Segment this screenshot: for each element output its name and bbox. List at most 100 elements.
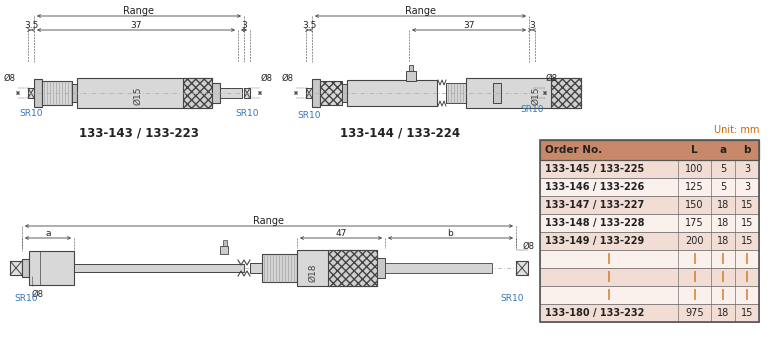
Bar xyxy=(223,240,227,246)
Text: SR10: SR10 xyxy=(236,108,259,118)
Text: Range: Range xyxy=(123,6,154,16)
Text: 133-144 / 133-224: 133-144 / 133-224 xyxy=(340,126,460,139)
Bar xyxy=(466,78,581,108)
Text: Order No.: Order No. xyxy=(545,145,602,155)
Bar xyxy=(10,261,22,275)
Text: |: | xyxy=(745,290,749,301)
Text: 150: 150 xyxy=(685,200,704,210)
Text: 3: 3 xyxy=(744,164,750,174)
Text: 5: 5 xyxy=(720,164,726,174)
Text: |: | xyxy=(607,290,611,301)
Bar xyxy=(540,160,759,178)
Text: Ø15: Ø15 xyxy=(532,87,540,105)
Text: Unit: mm: Unit: mm xyxy=(714,125,759,135)
Text: 3.5: 3.5 xyxy=(24,21,38,29)
Bar xyxy=(385,263,492,273)
Bar xyxy=(446,83,466,103)
Text: |: | xyxy=(745,272,749,282)
Text: 3: 3 xyxy=(744,182,750,192)
Text: 100: 100 xyxy=(685,164,704,174)
Bar xyxy=(312,79,320,107)
Bar xyxy=(74,264,244,272)
Bar xyxy=(540,140,759,160)
Bar xyxy=(250,263,262,273)
Text: 3.5: 3.5 xyxy=(301,21,316,29)
Text: 5: 5 xyxy=(720,182,726,192)
Bar xyxy=(540,250,759,268)
Bar xyxy=(297,250,377,286)
Text: |: | xyxy=(607,272,611,282)
Text: Ø18: Ø18 xyxy=(308,264,318,282)
Text: 47: 47 xyxy=(336,228,346,238)
Text: 15: 15 xyxy=(741,236,753,246)
Text: Ø8: Ø8 xyxy=(4,74,16,83)
Text: Ø8: Ø8 xyxy=(546,74,558,83)
Bar xyxy=(406,71,416,81)
Text: 133-145 / 133-225: 133-145 / 133-225 xyxy=(545,164,644,174)
Bar xyxy=(42,81,72,105)
Text: Range: Range xyxy=(253,216,284,226)
Bar xyxy=(28,88,34,98)
Text: L: L xyxy=(691,145,698,155)
Bar xyxy=(77,78,212,108)
Text: 133-148 / 133-228: 133-148 / 133-228 xyxy=(545,218,645,228)
Text: SR10: SR10 xyxy=(298,110,321,120)
Text: Ø8: Ø8 xyxy=(282,74,294,83)
Bar xyxy=(551,78,581,108)
Text: 18: 18 xyxy=(717,236,729,246)
Text: 200: 200 xyxy=(685,236,704,246)
Bar xyxy=(220,88,242,98)
Bar xyxy=(262,254,297,282)
Text: b: b xyxy=(743,145,751,155)
Text: 37: 37 xyxy=(463,21,475,29)
Text: Ø8: Ø8 xyxy=(32,290,44,299)
Text: 18: 18 xyxy=(717,200,729,210)
Bar xyxy=(347,80,437,106)
Text: 175: 175 xyxy=(685,218,704,228)
Bar xyxy=(540,286,759,304)
Bar xyxy=(306,88,312,98)
Bar xyxy=(409,65,413,71)
Text: a: a xyxy=(45,228,50,238)
Text: SR10: SR10 xyxy=(501,294,524,303)
Bar xyxy=(540,196,759,214)
Text: 15: 15 xyxy=(741,200,753,210)
Text: 3: 3 xyxy=(529,21,535,29)
Bar xyxy=(34,79,42,107)
Text: SR10: SR10 xyxy=(19,108,43,118)
Text: SR10: SR10 xyxy=(520,104,544,114)
Text: 15: 15 xyxy=(741,218,753,228)
Bar xyxy=(529,88,535,98)
Text: 18: 18 xyxy=(717,308,729,318)
Bar xyxy=(540,214,759,232)
Text: 133-143 / 133-223: 133-143 / 133-223 xyxy=(79,126,199,139)
Text: |: | xyxy=(693,272,697,282)
Bar xyxy=(540,232,759,250)
Bar xyxy=(540,268,759,286)
Text: Ø8: Ø8 xyxy=(523,241,535,251)
Text: 3: 3 xyxy=(241,21,247,29)
Text: |: | xyxy=(607,253,611,264)
Bar xyxy=(342,84,347,102)
Text: 975: 975 xyxy=(685,308,704,318)
Text: b: b xyxy=(448,228,453,238)
Bar xyxy=(29,251,74,285)
Text: |: | xyxy=(745,253,749,264)
Text: 18: 18 xyxy=(717,218,729,228)
Text: |: | xyxy=(721,290,725,301)
Bar xyxy=(540,178,759,196)
Text: |: | xyxy=(693,253,697,264)
Text: 133-149 / 133-229: 133-149 / 133-229 xyxy=(545,236,644,246)
Text: 125: 125 xyxy=(685,182,704,192)
Bar xyxy=(22,259,29,277)
Bar xyxy=(220,246,228,254)
Text: 133-146 / 133-226: 133-146 / 133-226 xyxy=(545,182,644,192)
Bar xyxy=(540,140,759,322)
Bar xyxy=(72,84,77,102)
Text: |: | xyxy=(693,290,697,301)
Bar xyxy=(540,304,759,322)
Bar xyxy=(377,258,385,278)
Text: Range: Range xyxy=(405,6,436,16)
Text: a: a xyxy=(719,145,727,155)
Text: |: | xyxy=(721,253,725,264)
